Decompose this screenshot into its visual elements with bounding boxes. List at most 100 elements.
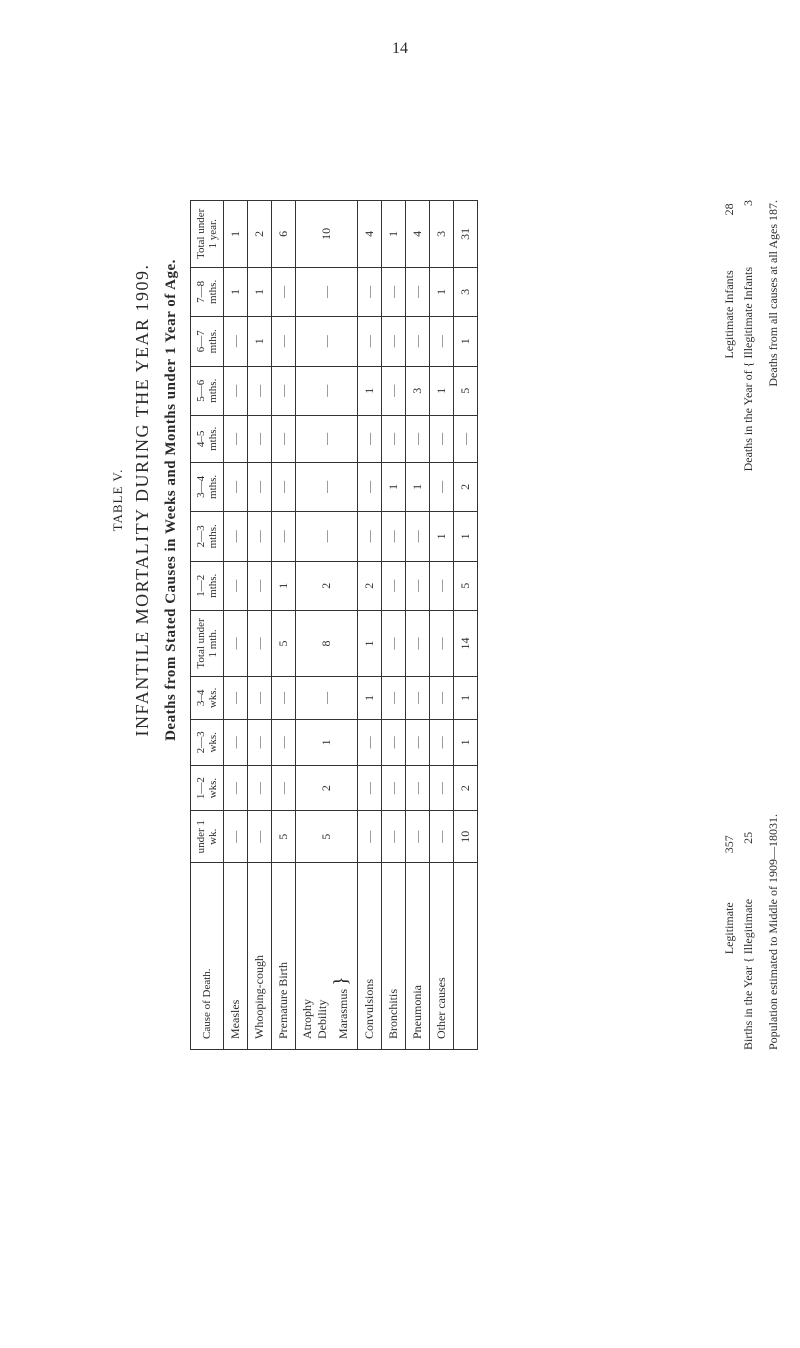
births-legit: Legitimate bbox=[722, 902, 736, 954]
cell-value: 1 bbox=[430, 267, 454, 316]
cell-value bbox=[382, 811, 406, 863]
cell-total-value: 5 bbox=[454, 561, 478, 610]
cell-value bbox=[406, 610, 430, 676]
cell-value bbox=[382, 610, 406, 676]
cell-cause: Whooping-cough bbox=[248, 863, 272, 1050]
cell-value: 5 bbox=[272, 811, 296, 863]
births-block: Births in the Year { Legitimate 357 Ille… bbox=[720, 832, 758, 1050]
cell-value: 1 bbox=[406, 462, 430, 511]
cell-value bbox=[272, 512, 296, 561]
cell-value: 2 bbox=[248, 201, 272, 268]
cell-value bbox=[248, 811, 272, 863]
hdr-w34: 3–4 wks. bbox=[191, 676, 224, 719]
cell-value bbox=[430, 610, 454, 676]
cell-value bbox=[406, 765, 430, 811]
cell-value: 3 bbox=[430, 201, 454, 268]
cell-value bbox=[382, 512, 406, 561]
cell-value: 5 bbox=[272, 610, 296, 676]
cell-value bbox=[358, 267, 382, 316]
cell-value: 10 bbox=[296, 201, 358, 268]
cell-total-value: 10 bbox=[454, 811, 478, 863]
cell-cause: Measles bbox=[224, 863, 248, 1050]
hdr-m12: 1—2 mths. bbox=[191, 561, 224, 610]
cell-value bbox=[358, 415, 382, 462]
deaths-legit-val: 28 bbox=[720, 203, 739, 267]
cell-value bbox=[272, 415, 296, 462]
cell-value bbox=[248, 676, 272, 719]
cell-total-value: 14 bbox=[454, 610, 478, 676]
cell-value: 6 bbox=[272, 201, 296, 268]
cell-value bbox=[296, 366, 358, 415]
cell-total-value: 2 bbox=[454, 462, 478, 511]
cell-value bbox=[430, 765, 454, 811]
births-illegit-val: 25 bbox=[739, 832, 758, 896]
cell-value bbox=[430, 811, 454, 863]
cell-value bbox=[382, 719, 406, 765]
hdr-cause: Cause of Death. bbox=[191, 863, 224, 1050]
cell-value bbox=[358, 765, 382, 811]
cause-line: Marasmus bbox=[336, 989, 350, 1039]
main-title: INFANTILE MORTALITY DURING THE YEAR 1909… bbox=[132, 100, 153, 900]
title-block: TABLE V. INFANTILE MORTALITY DURING THE … bbox=[110, 100, 180, 900]
hdr-u1wk: under 1 wk. bbox=[191, 811, 224, 863]
cell-value bbox=[382, 415, 406, 462]
cell-value: 4 bbox=[358, 201, 382, 268]
cell-total-value: 31 bbox=[454, 201, 478, 268]
deaths-illegit: Illegitimate Infants bbox=[741, 267, 755, 359]
allcauses-label: Deaths from all causes at all Ages 187. bbox=[764, 200, 783, 387]
cell-value: 1 bbox=[224, 267, 248, 316]
footnotes: Births in the Year { Legitimate 357 Ille… bbox=[720, 200, 790, 1050]
cell-value bbox=[358, 719, 382, 765]
cell-total-value: 1 bbox=[454, 719, 478, 765]
births-illegit: Illegitimate bbox=[741, 899, 755, 954]
cell-value: 1 bbox=[272, 561, 296, 610]
cell-value: 1 bbox=[224, 201, 248, 268]
table-row: Bronchitis11 bbox=[382, 201, 406, 1050]
cell-value bbox=[224, 512, 248, 561]
cell-value bbox=[430, 317, 454, 366]
hdr-m56: 5—6 mths. bbox=[191, 366, 224, 415]
cell-cause: Pneumonia bbox=[406, 863, 430, 1050]
cell-value bbox=[224, 765, 248, 811]
footnote-line-1: Births in the Year { Legitimate 357 Ille… bbox=[720, 200, 758, 1050]
cell-value bbox=[358, 462, 382, 511]
brace-icon: } bbox=[330, 976, 352, 986]
table-row: Measles 11 bbox=[224, 201, 248, 1050]
table-row: Whooping-cough112 bbox=[248, 201, 272, 1050]
cause-line: Atrophy bbox=[300, 999, 314, 1039]
cell-value bbox=[430, 462, 454, 511]
cell-cause-total bbox=[454, 863, 478, 1050]
cell-value: 2 bbox=[296, 765, 358, 811]
table-row: Premature Birth5516 bbox=[272, 201, 296, 1050]
cell-value bbox=[406, 415, 430, 462]
cell-value: 1 bbox=[430, 366, 454, 415]
footnote-line-2: Population estimated to Middle of 1909—1… bbox=[764, 200, 783, 1050]
table-row: Convulsions11214 bbox=[358, 201, 382, 1050]
cell-value: 1 bbox=[382, 201, 406, 268]
cell-value bbox=[430, 415, 454, 462]
cell-value bbox=[248, 415, 272, 462]
table-row: Other causes1113 bbox=[430, 201, 454, 1050]
cell-value: 1 bbox=[358, 366, 382, 415]
cell-value: 3 bbox=[406, 366, 430, 415]
cell-value bbox=[248, 610, 272, 676]
cell-value bbox=[406, 561, 430, 610]
cell-total-value: 3 bbox=[454, 267, 478, 316]
cell-value bbox=[248, 561, 272, 610]
cell-value bbox=[272, 462, 296, 511]
cell-total-value: 1 bbox=[454, 676, 478, 719]
cell-value bbox=[224, 610, 248, 676]
hdr-m23: 2—3 mths. bbox=[191, 512, 224, 561]
deaths-block: Deaths in the Year of { Legitimate Infan… bbox=[720, 200, 758, 471]
cell-value bbox=[272, 719, 296, 765]
cell-value bbox=[224, 561, 248, 610]
page: 14 TABLE V. INFANTILE MORTALITY DURING T… bbox=[0, 0, 800, 1348]
table-label: TABLE V. bbox=[110, 100, 126, 900]
cell-value bbox=[296, 676, 358, 719]
cell-value bbox=[296, 267, 358, 316]
cell-value bbox=[272, 676, 296, 719]
cell-value bbox=[224, 719, 248, 765]
hdr-m45: 4–5 mths. bbox=[191, 415, 224, 462]
cell-value bbox=[296, 512, 358, 561]
cell-value bbox=[272, 765, 296, 811]
